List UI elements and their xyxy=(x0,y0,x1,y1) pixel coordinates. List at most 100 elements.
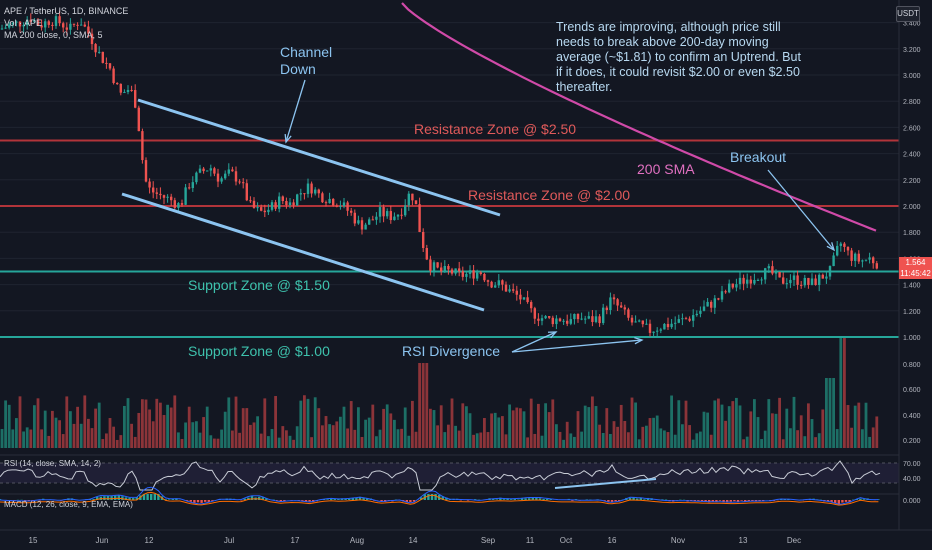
candle-body xyxy=(22,25,25,27)
price-tick-label: 0.400 xyxy=(903,413,921,420)
volume-bar xyxy=(252,422,256,448)
volume-bar xyxy=(555,424,558,448)
candle-body xyxy=(231,169,234,172)
candle-body xyxy=(850,250,853,261)
candle-body xyxy=(285,200,288,205)
rsi-tick-label: 40.00 xyxy=(903,476,921,483)
candle-body xyxy=(180,203,184,205)
macd-histogram-bar xyxy=(258,496,261,500)
volume-bar xyxy=(479,432,483,448)
volume-bar xyxy=(504,434,508,448)
volume-bar xyxy=(763,430,767,448)
macd-histogram-bar xyxy=(261,497,264,500)
candle-body xyxy=(648,323,652,333)
candle-body xyxy=(108,63,112,69)
volume-bar xyxy=(443,432,447,448)
currency-button[interactable]: USDT xyxy=(896,6,920,22)
annotation-channel-down-line2: Down xyxy=(280,61,316,77)
candle-body xyxy=(386,211,389,217)
macd-histogram-bar xyxy=(279,500,282,502)
candle-body xyxy=(72,23,76,25)
volume-bar xyxy=(288,435,292,448)
volume-bar xyxy=(817,433,821,448)
macd-histogram-bar xyxy=(618,500,621,502)
volume-bar xyxy=(400,428,403,448)
macd-histogram-bar xyxy=(607,500,610,502)
candle-body xyxy=(137,107,140,132)
volume-bar xyxy=(418,363,421,448)
macd-histogram-bar xyxy=(844,500,848,502)
candle-body xyxy=(742,277,745,284)
volume-bar xyxy=(15,418,18,448)
volume-bar xyxy=(475,433,479,448)
candle-body xyxy=(332,198,335,206)
macd-histogram-bar xyxy=(762,500,765,501)
volume-bar xyxy=(159,402,162,448)
volume-bar xyxy=(245,408,249,448)
candle-body xyxy=(544,316,547,319)
candle-body xyxy=(220,178,223,182)
candle-body xyxy=(749,279,752,284)
candle-body xyxy=(569,319,572,324)
candle-body xyxy=(101,51,104,63)
volume-bar xyxy=(760,439,763,448)
candle-body xyxy=(299,193,302,195)
channel-arrow xyxy=(285,79,306,143)
macd-histogram-bar xyxy=(542,498,545,500)
macd-histogram-bar xyxy=(124,497,128,500)
candle-body xyxy=(468,270,472,274)
volume-bar xyxy=(177,432,180,448)
candle-body xyxy=(116,83,119,85)
volume-bar xyxy=(198,432,202,448)
volume-bar xyxy=(371,404,375,448)
macd-histogram-bar xyxy=(603,500,606,501)
channel-upper-line xyxy=(137,98,501,217)
volume-bar xyxy=(450,398,454,448)
candle-body xyxy=(400,214,403,216)
candle-body xyxy=(429,259,432,271)
volume-bar xyxy=(738,405,742,448)
candle-body xyxy=(576,313,580,320)
candle-body xyxy=(688,318,691,321)
candle-body xyxy=(620,305,623,308)
volume-bar xyxy=(691,439,695,448)
time-tick-label: Jul xyxy=(224,536,234,545)
candle-body xyxy=(519,294,522,300)
volume-bar xyxy=(576,411,580,448)
candle-body xyxy=(465,273,468,277)
volume-bar xyxy=(861,429,864,448)
candle-body xyxy=(706,301,709,307)
volume-bar xyxy=(87,418,90,448)
vol-line[interactable]: Vol · APE xyxy=(4,18,43,28)
macd-histogram-bar xyxy=(632,497,635,500)
divergence-arrow-2-head xyxy=(634,336,644,345)
volume-bar xyxy=(360,436,364,448)
candle-body xyxy=(184,187,187,205)
volume-bar xyxy=(637,439,641,448)
volume-bar xyxy=(796,430,799,448)
volume-bar xyxy=(403,407,407,448)
candle-body xyxy=(753,279,756,284)
macd-histogram-bar xyxy=(826,500,830,501)
volume-bar xyxy=(123,405,126,448)
macd-histogram-bar xyxy=(859,498,862,500)
macd-histogram-bar xyxy=(747,500,750,502)
volume-bar xyxy=(317,408,321,448)
candle-body xyxy=(4,27,7,29)
candle-body xyxy=(382,207,385,217)
ma-line[interactable]: MA 200 close, 0, SMA, 5 xyxy=(4,30,103,40)
volume-bar xyxy=(310,437,313,448)
rsi-pane xyxy=(0,454,932,491)
volume-bar xyxy=(141,399,144,448)
volume-bar xyxy=(144,399,148,448)
candle-body xyxy=(281,196,284,201)
volume-bar xyxy=(375,436,378,448)
volume-bar xyxy=(655,415,659,448)
volume-bar xyxy=(864,402,868,448)
candle-body xyxy=(90,33,94,45)
volume-bar xyxy=(727,406,731,448)
volume-bar xyxy=(421,363,425,448)
macd-histogram-bar xyxy=(301,500,304,501)
symbol-line[interactable]: APE / TetherUS, 1D, BINANCE xyxy=(4,6,129,16)
candle-body xyxy=(141,131,144,161)
